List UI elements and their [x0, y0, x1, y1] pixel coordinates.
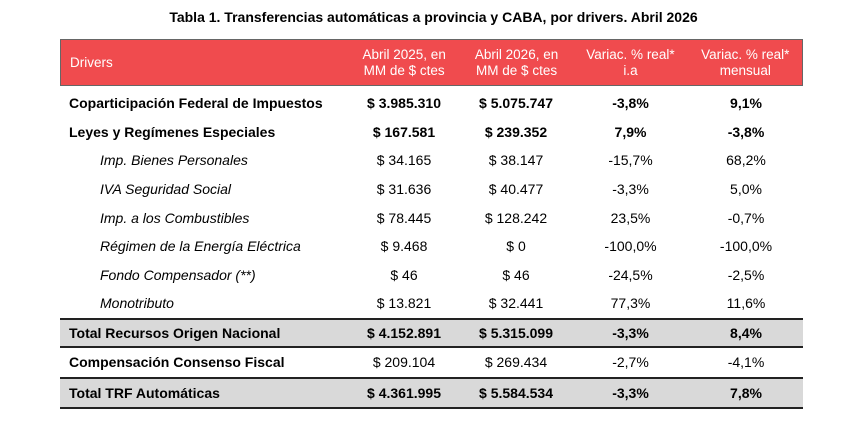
- cell-2025: $ 4.152.891: [367, 324, 441, 341]
- header-variac-ia: Variac. % real* i.a: [586, 46, 675, 78]
- cell-ia: 23,5%: [610, 209, 651, 226]
- cell-ia: -24,5%: [608, 266, 653, 283]
- cell-mensual: 68,2%: [726, 152, 766, 169]
- cell-2025: $ 4.361.995: [367, 384, 441, 401]
- header-abril-2026: Abril 2026, en MM de $ ctes: [474, 46, 559, 78]
- row-label: Imp. Bienes Personales: [100, 152, 248, 169]
- cell-2025: $ 9.468: [380, 238, 428, 255]
- header-variac-mensual: Variac. % real* mensual: [701, 46, 790, 78]
- header-abril-2025: Abril 2025, en MM de $ ctes: [362, 46, 446, 78]
- header-drivers: Drivers: [70, 54, 113, 70]
- row-label: Leyes y Regímenes Especiales: [69, 123, 276, 140]
- row-label: Fondo Compensador (**): [100, 266, 256, 283]
- cell-2025: $ 34.165: [376, 152, 432, 169]
- row-label: Imp. a los Combustibles: [100, 209, 250, 226]
- cell-ia: 77,3%: [610, 295, 651, 312]
- table-row-total: Total Recursos Origen Nacional $ 4.152.8…: [60, 317, 803, 348]
- table-row: Imp. Bienes Personales $ 34.165 $ 38.147…: [60, 146, 803, 175]
- cell-mensual: 5,0%: [730, 181, 762, 198]
- cell-mensual: -4,1%: [727, 354, 765, 371]
- row-label: IVA Seguridad Social: [100, 181, 232, 198]
- cell-2025: $ 46: [390, 266, 418, 283]
- table-row: Monotributo $ 13.821 $ 32.441 77,3% 11,6…: [60, 289, 803, 318]
- table-row: Imp. a los Combustibles $ 78.445 $ 128.2…: [60, 203, 803, 232]
- cell-2026: $ 5.584.534: [479, 384, 553, 401]
- cell-2025: $ 3.985.310: [367, 95, 441, 112]
- row-label: Total TRF Automáticas: [69, 384, 220, 401]
- cell-2025: $ 78.445: [376, 209, 432, 226]
- table-row: Régimen de la Energía Eléctrica $ 9.468 …: [60, 232, 803, 261]
- transfers-table: Drivers Abril 2025, en MM de $ ctes Abri…: [60, 39, 803, 409]
- cell-2025: $ 31.636: [376, 181, 432, 198]
- row-label: Coparticipación Federal de Impuestos: [69, 95, 323, 112]
- table-row: Coparticipación Federal de Impuestos $ 3…: [60, 89, 803, 118]
- cell-mensual: -100,0%: [719, 238, 773, 255]
- cell-2026: $ 40.477: [488, 181, 544, 198]
- row-label: Régimen de la Energía Eléctrica: [100, 238, 301, 255]
- table-row-total: Total TRF Automáticas $ 4.361.995 $ 5.58…: [60, 378, 803, 409]
- cell-2026: $ 32.441: [488, 295, 544, 312]
- cell-2026: $ 128.242: [484, 209, 548, 226]
- cell-ia: -3,3%: [612, 384, 649, 401]
- cell-2026: $ 269.434: [484, 354, 548, 371]
- cell-2026: $ 5.315.099: [479, 324, 553, 341]
- cell-mensual: 8,4%: [730, 324, 762, 341]
- cell-mensual: -2,5%: [727, 266, 765, 283]
- row-label: Total Recursos Origen Nacional: [69, 324, 281, 341]
- cell-2026: $ 239.352: [484, 123, 548, 140]
- cell-mensual: 9,1%: [730, 95, 762, 112]
- row-label: Monotributo: [100, 295, 174, 312]
- cell-ia: -100,0%: [604, 238, 657, 255]
- cell-mensual: -3,8%: [727, 123, 765, 140]
- table-title: Tabla 1. Transferencias automáticas a pr…: [169, 9, 698, 25]
- cell-2025: $ 209.104: [372, 354, 436, 371]
- cell-ia: -3,8%: [612, 95, 649, 112]
- cell-mensual: 11,6%: [726, 295, 766, 312]
- cell-2026: $ 38.147: [488, 152, 544, 169]
- table-row: Leyes y Regímenes Especiales $ 167.581 $…: [60, 118, 803, 147]
- table-header: Drivers Abril 2025, en MM de $ ctes Abri…: [60, 39, 803, 86]
- table-row: Fondo Compensador (**) $ 46 $ 46 -24,5% …: [60, 261, 803, 290]
- cell-mensual: 7,8%: [730, 384, 762, 401]
- cell-ia: -3,3%: [612, 324, 649, 341]
- cell-2026: $ 0: [506, 238, 526, 255]
- cell-ia: -3,3%: [612, 181, 649, 198]
- cell-ia: -2,7%: [612, 354, 649, 371]
- cell-2026: $ 5.075.747: [479, 95, 553, 112]
- cell-ia: 7,9%: [614, 123, 647, 140]
- row-label: Compensación Consenso Fiscal: [69, 354, 285, 371]
- table-row: Compensación Consenso Fiscal $ 209.104 $…: [60, 348, 803, 379]
- cell-2025: $ 167.581: [372, 123, 436, 140]
- cell-ia: -15,7%: [608, 152, 653, 169]
- table-row: IVA Seguridad Social $ 31.636 $ 40.477 -…: [60, 175, 803, 204]
- cell-2026: $ 46: [502, 266, 530, 283]
- cell-2025: $ 13.821: [376, 295, 432, 312]
- cell-mensual: -0,7%: [727, 209, 765, 226]
